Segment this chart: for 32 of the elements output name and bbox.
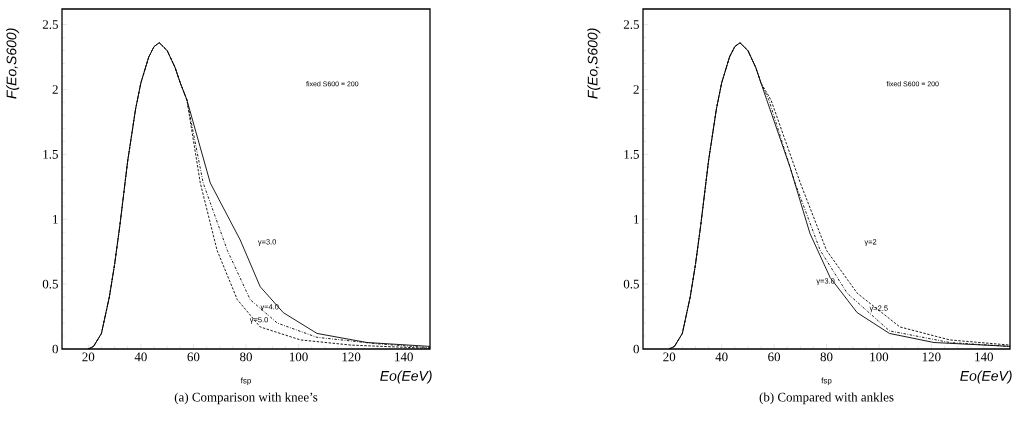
x-tick-label: 80 [240,352,252,362]
x-tick-label: 20 [82,352,95,362]
y-tick-label: 2.5 [42,20,58,29]
x-tick-label: 120 [342,352,361,362]
text: (b) Compared with ankles [759,392,894,405]
x-axis-title: Eo(EeV) [380,370,432,384]
y-tick-label: 0 [633,344,639,354]
y-tick-label: 0.5 [42,279,58,289]
y-axis-title: F(Eo,S600) [587,28,601,99]
x-tick-label: 20 [663,352,676,362]
x-tick-label: 100 [290,352,308,362]
y-tick-label: 1.5 [624,149,639,159]
y-tick-label: 2 [633,85,639,94]
x-tick-label: 120 [922,352,941,362]
x-tick-label: 60 [187,352,200,362]
x-tick-label: 60 [768,352,781,362]
y-axis-title: F(Eo,S600) [6,28,20,99]
x-axis-title: Eo(EeV) [960,370,1012,384]
y-tick-label: 1 [53,214,58,224]
x-tick-label: 40 [134,352,147,362]
y-tick-label: 1.5 [43,149,58,159]
x-tick-label: 140 [395,352,413,362]
y-tick-label: 2 [52,85,58,94]
x-tick-label: 100 [870,352,889,362]
x-tick-label: 80 [820,352,833,362]
y-tick-label: 1 [634,214,639,224]
x-tick-label: 40 [715,352,728,362]
text: (a) Comparison with knee’s [174,392,318,405]
y-tick-label: 0 [52,344,58,354]
y-tick-label: 0.5 [623,279,639,289]
y-tick-label: 2.5 [623,20,639,29]
x-tick-label: 140 [975,352,994,362]
